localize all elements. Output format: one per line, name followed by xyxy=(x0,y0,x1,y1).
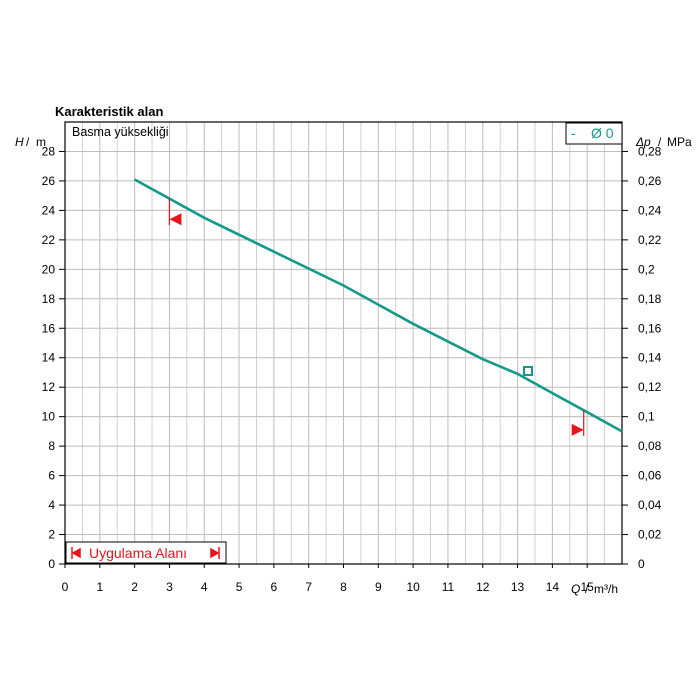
x-tick-label: 3 xyxy=(166,580,173,594)
y-tick-label: 16 xyxy=(42,321,56,335)
min-range-flag-icon xyxy=(169,213,182,226)
y2-tick-label: 0,28 xyxy=(638,144,662,158)
y-tick-label: 8 xyxy=(48,439,55,453)
x-tick-label: 10 xyxy=(406,580,420,594)
x-tick-label: 12 xyxy=(476,580,490,594)
application-range-label: Uygulama Alanı xyxy=(89,545,187,561)
y2-tick-label: 0,02 xyxy=(638,528,662,542)
y2-tick-label: 0,22 xyxy=(638,233,662,247)
y-tick-label: 6 xyxy=(48,469,55,483)
y2-tick-label: 0,26 xyxy=(638,174,662,188)
y-tick-label: 0 xyxy=(48,557,55,571)
y2-tick-label: 0,2 xyxy=(638,262,655,276)
x-tick-label: 11 xyxy=(442,580,455,594)
x-tick-labels: 0 1 2 3 4 5 6 7 8 9 10 11 12 13 14 15 xyxy=(62,564,595,594)
x-tick-label: 6 xyxy=(271,580,278,594)
x-tick-label: 2 xyxy=(131,580,138,594)
y-tick-label: 22 xyxy=(42,233,56,247)
y-axis-unit: m xyxy=(36,135,46,149)
legend-box xyxy=(565,122,623,145)
y-tick-label: 24 xyxy=(42,203,56,217)
y2-tick-label: 0,04 xyxy=(638,498,662,512)
x-tick-label: 5 xyxy=(236,580,243,594)
y-tick-label: 18 xyxy=(42,292,56,306)
range-right-arrow-icon xyxy=(210,547,220,559)
y-tick-label: 2 xyxy=(48,528,55,542)
y-axis-label: H xyxy=(15,135,24,149)
x-axis-slash: / xyxy=(585,582,589,596)
y-axis-slash: / xyxy=(26,135,30,149)
y-tick-label: 4 xyxy=(48,498,55,512)
y2-axis-label: Δp xyxy=(635,135,651,149)
y2-tick-label: 0,24 xyxy=(638,203,662,217)
application-range-box: Uygulama Alanı xyxy=(65,541,227,564)
y2-tick-label: 0,16 xyxy=(638,321,662,335)
x-tick-label: 7 xyxy=(305,580,312,594)
head-curve-line xyxy=(133,178,623,433)
x-axis-label: Q xyxy=(571,582,580,596)
y-tick-label: 10 xyxy=(42,410,56,424)
x-axis-unit: m³/h xyxy=(594,582,618,596)
y2-tick-label: 0,12 xyxy=(638,380,662,394)
y2-tick-labels: 0 0,02 0,04 0,06 0,08 0,1 0,12 0,14 0,16 0,18 0,2 0… xyxy=(622,144,662,571)
x-tick-label: 9 xyxy=(375,580,382,594)
x-tick-label: 0 xyxy=(62,580,69,594)
application-range-frame xyxy=(65,541,227,564)
plot-frame xyxy=(64,121,623,565)
application-range-markers xyxy=(168,198,585,436)
y2-axis-slash: / xyxy=(658,135,662,149)
y2-tick-label: 0 xyxy=(638,557,645,571)
max-range-flag-icon xyxy=(571,423,584,436)
y2-tick-label: 0,14 xyxy=(638,351,662,365)
y-tick-label: 12 xyxy=(42,380,56,394)
x-tick-label: 13 xyxy=(511,580,525,594)
y2-tick-label: 0,18 xyxy=(638,292,662,306)
x-tick-label: 1 xyxy=(96,580,103,594)
x-tick-label: 8 xyxy=(340,580,347,594)
y2-tick-label: 0,1 xyxy=(638,410,655,424)
x-tick-label: 14 xyxy=(546,580,560,594)
legend-entry-dash: - xyxy=(571,125,576,141)
y-tick-label: 28 xyxy=(42,144,56,158)
x-tick-label: 4 xyxy=(201,580,208,594)
y-tick-label: 20 xyxy=(42,262,56,276)
range-left-arrow-icon xyxy=(71,547,81,559)
chart-title: Karakteristik alan xyxy=(55,104,163,119)
y2-tick-label: 0,06 xyxy=(638,469,662,483)
y2-axis-unit: MPa xyxy=(667,135,692,149)
x-tick-label: 15 xyxy=(581,580,595,594)
legend: - Ø 0 xyxy=(565,122,623,145)
y-tick-label: 26 xyxy=(42,174,56,188)
y-tick-label: 14 xyxy=(42,351,56,365)
operating-point-marker xyxy=(523,365,534,376)
legend-entry-diameter: Ø 0 xyxy=(591,125,614,141)
curve-label: Basma yüksekliği xyxy=(72,125,169,139)
y2-tick-label: 0,08 xyxy=(638,439,662,453)
